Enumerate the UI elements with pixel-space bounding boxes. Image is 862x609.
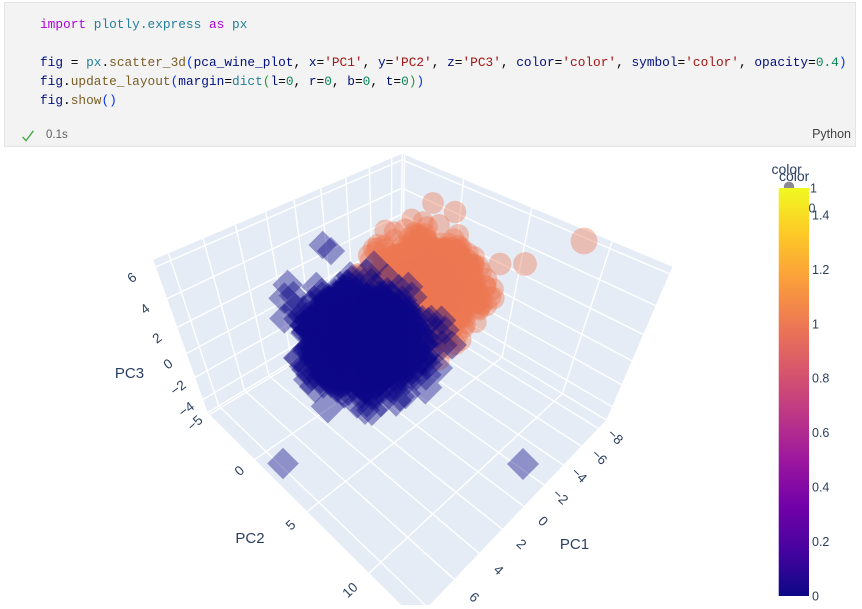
- svg-text:0.4: 0.4: [812, 481, 829, 495]
- svg-text:0.8: 0.8: [812, 372, 829, 386]
- svg-text:0: 0: [809, 202, 816, 216]
- svg-text:0: 0: [812, 589, 819, 603]
- svg-text:0.2: 0.2: [812, 535, 829, 549]
- svg-text:1: 1: [812, 317, 819, 331]
- svg-text:0.6: 0.6: [812, 426, 829, 440]
- svg-text:1: 1: [810, 182, 817, 196]
- svg-text:color: color: [779, 168, 810, 184]
- svg-text:1.2: 1.2: [812, 263, 829, 277]
